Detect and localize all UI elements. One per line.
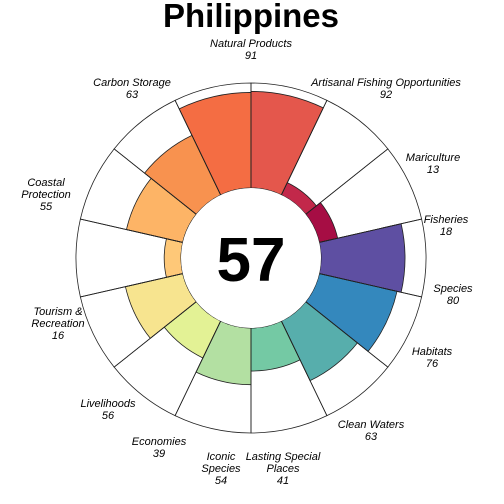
label-economies: Economies 39 bbox=[132, 436, 187, 460]
petals-layer bbox=[124, 90, 406, 386]
value-artisanal-fishing-opportunities: 92 bbox=[380, 89, 392, 101]
label-iconic-species: Iconic Species 54 bbox=[201, 451, 241, 487]
value-lasting-special-places: 41 bbox=[277, 475, 289, 487]
label-lasting-special-places: Lasting Special Places 41 bbox=[246, 451, 321, 487]
overall-score: 57 bbox=[217, 226, 286, 295]
value-mariculture: 13 bbox=[427, 164, 440, 176]
label-clean-waters: Clean Waters 63 bbox=[338, 419, 405, 443]
value-economies: 39 bbox=[153, 448, 165, 460]
value-habitats: 76 bbox=[426, 358, 439, 370]
label-fisheries: Fisheries 18 bbox=[424, 214, 469, 238]
label-habitats: Habitats 76 bbox=[412, 346, 453, 370]
petal-artisanal-fishing-opportunities bbox=[250, 90, 324, 196]
value-species: 80 bbox=[447, 295, 460, 307]
value-tourism-recreation: 16 bbox=[52, 330, 65, 342]
value-carbon-storage: 63 bbox=[126, 89, 139, 101]
chart-title: Philippines bbox=[163, 0, 339, 34]
label-artisanal-fishing-opportunities: Artisanal Fishing Opportunities 92 bbox=[310, 77, 461, 101]
label-species: Species 80 bbox=[433, 283, 473, 307]
value-natural-products: 91 bbox=[245, 50, 257, 62]
label-natural-products: Natural Products 91 bbox=[210, 38, 292, 62]
value-coastal-protection: 55 bbox=[40, 201, 53, 213]
label-mariculture: Mariculture 13 bbox=[406, 152, 460, 176]
center-circle bbox=[181, 188, 321, 328]
label-tourism-recreation: Tourism & Recreation 16 bbox=[31, 306, 84, 342]
value-iconic-species: 54 bbox=[215, 475, 227, 487]
value-livelihoods: 56 bbox=[102, 410, 115, 422]
value-clean-waters: 63 bbox=[365, 431, 378, 443]
value-fisheries: 18 bbox=[440, 226, 453, 238]
label-coastal-protection: Coastal Protection 55 bbox=[21, 177, 71, 213]
labels-layer: Natural Products 91 Artisanal Fishing Oppo… bbox=[21, 38, 473, 487]
petal-tourism-recreation bbox=[163, 238, 184, 278]
label-livelihoods: Livelihoods 56 bbox=[80, 398, 136, 422]
label-carbon-storage: Carbon Storage 63 bbox=[93, 77, 171, 101]
